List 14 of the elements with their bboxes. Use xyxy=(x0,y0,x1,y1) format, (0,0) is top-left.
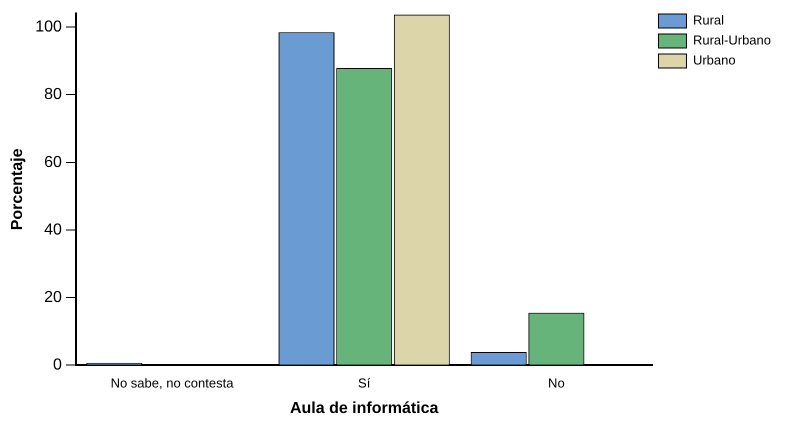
y-tick-label: 40 xyxy=(44,221,62,238)
x-tick-label: Sí xyxy=(358,376,371,391)
y-tick-label: 100 xyxy=(35,18,62,36)
y-axis-title: Porcentaje xyxy=(9,148,26,230)
x-tick-label: No xyxy=(548,376,565,391)
x-axis-title: Aula de informática xyxy=(290,400,439,417)
x-tick-label: No sabe, no contesta xyxy=(110,376,234,391)
y-tick-label: 60 xyxy=(44,154,62,171)
y-tick-label: 0 xyxy=(52,356,62,374)
legend-label: Urbano xyxy=(692,52,736,68)
y-tick-label: 80 xyxy=(44,86,62,104)
legend-label: Rural-Urbano xyxy=(692,32,772,48)
y-tick-label: 20 xyxy=(44,288,62,306)
legend-label: Rural xyxy=(692,12,724,28)
